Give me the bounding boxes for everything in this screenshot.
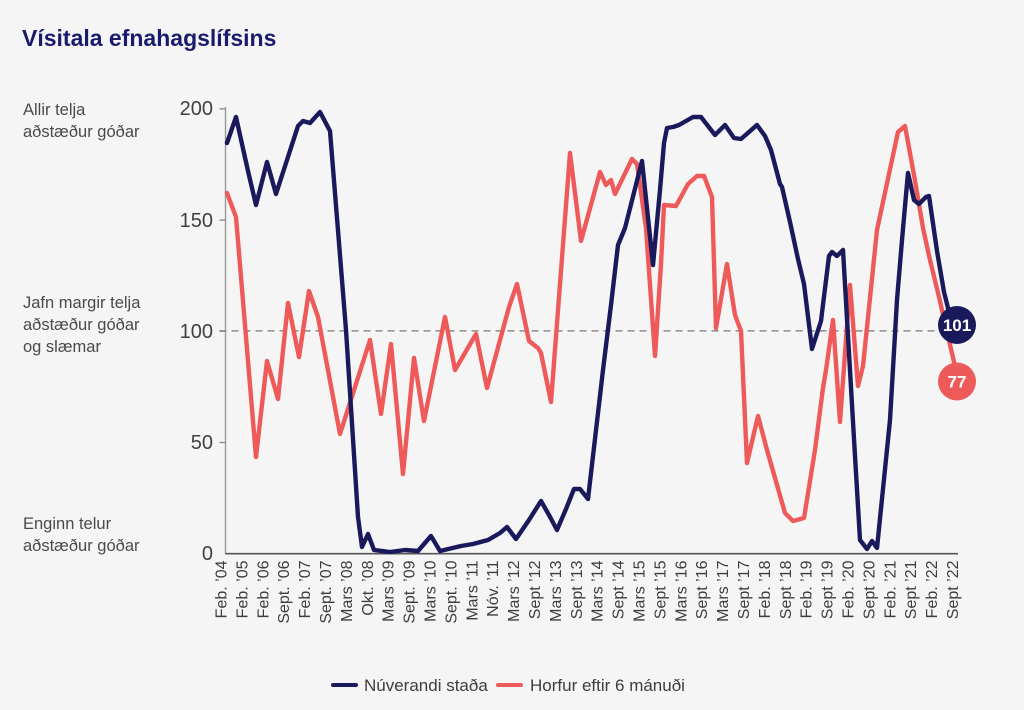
- svg-text:Mars ’08: Mars ’08: [339, 560, 356, 621]
- svg-text:Mars ’17: Mars ’17: [715, 560, 732, 621]
- svg-text:Feb. ’04: Feb. ’04: [214, 560, 231, 618]
- svg-text:Nóv. ’11: Nóv. ’11: [485, 560, 502, 616]
- svg-text:Sept. ’07: Sept. ’07: [318, 560, 335, 623]
- svg-text:101: 101: [943, 316, 971, 335]
- svg-text:0: 0: [202, 543, 213, 565]
- svg-text:Feb. ’21: Feb. ’21: [882, 560, 899, 618]
- svg-text:200: 200: [180, 98, 213, 120]
- svg-text:Sept ’16: Sept ’16: [694, 560, 711, 619]
- svg-text:Allir telja: Allir telja: [23, 101, 86, 119]
- svg-text:Sept ’22: Sept ’22: [945, 560, 962, 619]
- svg-text:Feb. ’07: Feb. ’07: [297, 560, 314, 618]
- svg-text:150: 150: [180, 210, 213, 232]
- svg-text:Mars ’12: Mars ’12: [506, 560, 523, 621]
- svg-text:Enginn telur: Enginn telur: [23, 515, 112, 533]
- svg-text:aðstæður góðar: aðstæður góðar: [23, 537, 140, 555]
- svg-text:Mars ’15: Mars ’15: [632, 560, 649, 621]
- svg-text:Okt. ’08: Okt. ’08: [360, 560, 377, 615]
- svg-text:Sept ’21: Sept ’21: [903, 560, 920, 619]
- svg-text:Sept ’17: Sept ’17: [736, 560, 753, 619]
- svg-text:Feb. ’05: Feb. ’05: [234, 560, 251, 618]
- svg-text:Sept ’15: Sept ’15: [652, 560, 669, 619]
- svg-text:Vísitala efnahagslífsins: Vísitala efnahagslífsins: [22, 25, 276, 51]
- svg-text:Feb. ’18: Feb. ’18: [757, 560, 774, 618]
- svg-text:Feb. ’22: Feb. ’22: [924, 560, 941, 618]
- svg-text:Sept. ’10: Sept. ’10: [443, 560, 460, 623]
- svg-text:Mars ’16: Mars ’16: [673, 560, 690, 621]
- svg-text:Sept ’12: Sept ’12: [527, 560, 544, 619]
- svg-text:Núverandi staða: Núverandi staða: [364, 676, 488, 695]
- svg-text:Sept ’18: Sept ’18: [778, 560, 795, 619]
- svg-text:100: 100: [180, 321, 213, 343]
- svg-text:Mars ’13: Mars ’13: [548, 560, 565, 621]
- svg-text:Sept ’14: Sept ’14: [611, 560, 628, 619]
- svg-text:Sept. ’06: Sept. ’06: [276, 560, 293, 623]
- svg-text:Sept ’19: Sept ’19: [820, 560, 837, 619]
- svg-text:Sept ’13: Sept ’13: [569, 560, 586, 619]
- svg-text:Feb. ’20: Feb. ’20: [841, 560, 858, 618]
- svg-text:Horfur eftir 6 mánuði: Horfur eftir 6 mánuði: [530, 676, 685, 695]
- svg-text:aðstæður góðar: aðstæður góðar: [23, 316, 140, 334]
- svg-text:Feb. ’06: Feb. ’06: [255, 560, 272, 618]
- svg-text:77: 77: [948, 373, 967, 392]
- svg-text:Sept. ’09: Sept. ’09: [402, 560, 419, 623]
- svg-text:Feb. ’19: Feb. ’19: [799, 560, 816, 618]
- svg-text:Mars ’09: Mars ’09: [381, 560, 398, 621]
- svg-text:Mars ’11: Mars ’11: [464, 560, 481, 620]
- svg-text:Jafn margir telja: Jafn margir telja: [23, 294, 141, 312]
- svg-text:50: 50: [191, 432, 213, 454]
- svg-text:aðstæður góðar: aðstæður góðar: [23, 123, 140, 141]
- svg-text:Mars ’14: Mars ’14: [590, 560, 607, 621]
- svg-text:Mars ’10: Mars ’10: [423, 560, 440, 621]
- svg-text:og slæmar: og slæmar: [23, 338, 101, 356]
- svg-text:Sept ’20: Sept ’20: [861, 560, 878, 619]
